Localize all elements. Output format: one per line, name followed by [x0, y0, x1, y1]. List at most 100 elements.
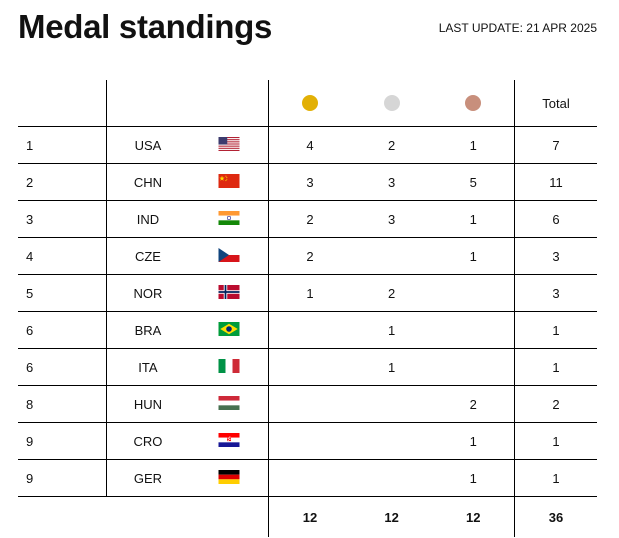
country-code-cell: NOR — [105, 274, 190, 312]
silver-medal-icon — [383, 95, 400, 112]
bronze-count-cell: 1 — [432, 459, 515, 497]
table-row: 2 CHN 3 3 5 11 — [18, 163, 597, 201]
bronze-medal-icon — [465, 95, 482, 112]
silver-header — [350, 80, 433, 127]
totals-row: 12 12 12 36 — [18, 496, 597, 538]
country-header — [105, 80, 190, 127]
country-code-cell: CZE — [105, 237, 190, 275]
total-count-cell: 1 — [514, 311, 597, 349]
country-code-cell: IND — [105, 200, 190, 238]
silver-count-cell: 2 — [350, 126, 433, 164]
medal-table: Total 1 USA 4 2 1 7 2 CHN 3 3 5 11 3 IND 2 3 1 6 4 CZE 2 1 3 5 N… — [18, 80, 597, 537]
rank-cell: 9 — [18, 422, 106, 460]
bra-flag-icon — [218, 321, 240, 336]
table-row: 1 USA 4 2 1 7 — [18, 126, 597, 164]
rank-cell: 6 — [18, 311, 106, 349]
table-row: 9 CRO 1 1 — [18, 422, 597, 460]
flag-cell — [189, 385, 269, 423]
gold-count-cell — [268, 348, 351, 386]
gold-count-cell: 4 — [268, 126, 351, 164]
bronze-total-cell: 12 — [466, 509, 481, 525]
total-count-cell: 1 — [514, 422, 597, 460]
rank-cell: 4 — [18, 237, 106, 275]
country-code-cell: ITA — [105, 348, 190, 386]
total-count-cell: 2 — [514, 385, 597, 423]
nor-flag-icon — [218, 284, 240, 299]
flag-cell — [189, 311, 269, 349]
totals-code-cell — [106, 497, 189, 538]
flag-header — [189, 80, 269, 127]
table-row: 6 BRA 1 1 — [18, 311, 597, 349]
bronze-count-cell: 1 — [432, 422, 515, 460]
bronze-count-cell: 2 — [432, 385, 515, 423]
gold-count-cell: 2 — [268, 237, 351, 275]
rank-cell: 8 — [18, 385, 106, 423]
rank-header — [18, 80, 106, 127]
ita-flag-icon — [218, 358, 240, 373]
gold-medal-icon — [302, 95, 318, 112]
total-count-cell: 1 — [514, 459, 597, 497]
total-count-cell: 1 — [514, 348, 597, 386]
table-row: 3 IND 2 3 1 6 — [18, 200, 597, 238]
silver-count-cell: 3 — [350, 200, 433, 238]
last-update-label: LAST UPDATE: 21 APR 2025 — [438, 21, 597, 35]
flag-cell — [189, 459, 269, 497]
rank-cell: 5 — [18, 274, 106, 312]
table-row: 4 CZE 2 1 3 — [18, 237, 597, 275]
bronze-count-cell: 1 — [432, 200, 515, 238]
gold-count-cell — [268, 459, 351, 497]
silver-count-cell — [350, 237, 433, 275]
country-code-cell: BRA — [105, 311, 190, 349]
table-row: 8 HUN 2 2 — [18, 385, 597, 423]
bronze-count-cell — [432, 311, 515, 349]
table-row: 5 NOR 1 2 3 — [18, 274, 597, 312]
country-code-cell: USA — [105, 126, 190, 164]
bronze-count-cell — [432, 274, 515, 312]
usa-flag-icon — [218, 136, 240, 151]
total-count-cell: 3 — [514, 274, 597, 312]
rank-cell: 2 — [18, 163, 106, 201]
gold-count-cell — [268, 422, 351, 460]
country-code-cell: HUN — [105, 385, 190, 423]
cro-flag-icon — [218, 432, 240, 447]
gold-header — [268, 80, 351, 127]
flag-cell — [189, 163, 269, 201]
total-count-cell: 7 — [514, 126, 597, 164]
bronze-count-cell: 5 — [432, 163, 515, 201]
rank-cell: 9 — [18, 459, 106, 497]
gold-count-cell: 3 — [268, 163, 351, 201]
bronze-header — [432, 80, 515, 127]
table-row: 9 GER 1 1 — [18, 459, 597, 497]
silver-count-cell: 2 — [350, 274, 433, 312]
country-code-cell: CRO — [105, 422, 190, 460]
gold-count-cell — [268, 311, 351, 349]
silver-count-cell: 3 — [350, 163, 433, 201]
flag-cell — [189, 126, 269, 164]
table-header-row: Total — [18, 80, 597, 127]
flag-cell — [189, 348, 269, 386]
gold-count-cell — [268, 385, 351, 423]
table-row: 6 ITA 1 1 — [18, 348, 597, 386]
silver-count-cell — [350, 422, 433, 460]
grand-total-cell: 36 — [514, 496, 597, 537]
flag-cell — [189, 200, 269, 238]
silver-total-cell: 12 — [384, 509, 399, 525]
rank-cell: 6 — [18, 348, 106, 386]
bronze-count-cell: 1 — [432, 237, 515, 275]
total-count-cell: 3 — [514, 237, 597, 275]
flag-cell — [189, 422, 269, 460]
bronze-count-cell: 1 — [432, 126, 515, 164]
rank-cell: 3 — [18, 200, 106, 238]
total-count-cell: 11 — [514, 163, 597, 201]
gold-total-cell: 12 — [268, 496, 351, 537]
silver-count-cell: 1 — [350, 348, 433, 386]
flag-cell — [189, 237, 269, 275]
gold-count-cell: 2 — [268, 200, 351, 238]
country-code-cell: GER — [105, 459, 190, 497]
gold-count-cell: 1 — [268, 274, 351, 312]
ind-flag-icon — [218, 210, 240, 225]
country-code-cell: CHN — [105, 163, 190, 201]
cze-flag-icon — [218, 247, 240, 262]
total-header: Total — [514, 80, 597, 127]
chn-flag-icon — [218, 173, 240, 188]
